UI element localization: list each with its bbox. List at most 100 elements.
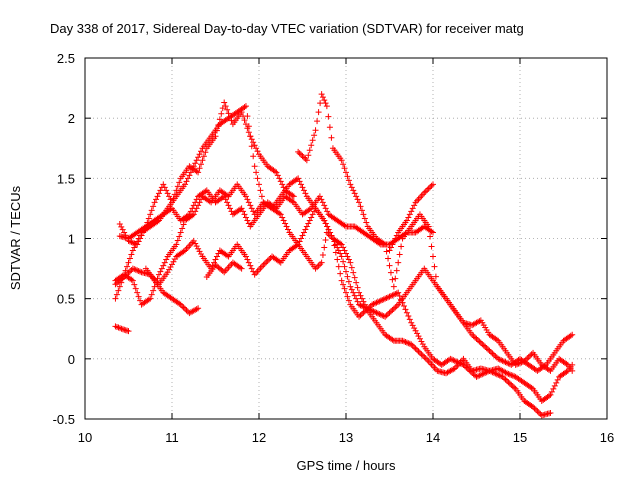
data-point: [385, 311, 392, 318]
data-point: [386, 309, 393, 316]
data-point: [411, 325, 418, 332]
data-point: [356, 199, 363, 206]
data-point: [167, 263, 174, 270]
data-point: [322, 205, 329, 212]
data-point: [345, 177, 352, 184]
data-point: [354, 298, 361, 305]
series-trace-4: [116, 187, 436, 248]
data-point: [358, 311, 365, 318]
data-point: [184, 212, 191, 219]
data-point: [154, 193, 161, 200]
y-axis-ticks: -0.5 0 0.5 1 1.5 2 2.5: [53, 51, 607, 427]
data-point: [193, 243, 200, 250]
data-point: [470, 333, 477, 340]
data-point: [348, 286, 355, 293]
data-point: [525, 354, 532, 361]
data-point: [347, 181, 354, 188]
data-point: [245, 220, 252, 227]
data-point: [421, 354, 428, 361]
data-point: [569, 331, 576, 338]
data-point: [348, 264, 355, 271]
data-point: [360, 298, 367, 305]
data-point: [405, 313, 412, 320]
data-point: [390, 291, 397, 298]
data-point: [160, 262, 167, 269]
data-point: [306, 217, 313, 224]
data-point: [474, 373, 481, 380]
data-point: [411, 202, 418, 209]
data-point: [412, 345, 419, 352]
data-point: [432, 273, 439, 280]
data-point: [344, 273, 351, 280]
data-point: [250, 208, 257, 215]
data-point: [383, 294, 390, 301]
data-point: [247, 262, 254, 269]
data-point: [527, 352, 534, 359]
data-point: [476, 372, 483, 379]
data-point: [195, 154, 202, 161]
data-point: [563, 360, 570, 367]
data-point: [392, 275, 399, 282]
y-tick-label: 1: [68, 232, 75, 247]
series-trace-10: [386, 181, 436, 254]
data-point: [343, 268, 349, 275]
data-point: [419, 352, 426, 359]
x-tick-label: 11: [165, 430, 179, 445]
data-point: [334, 244, 341, 251]
data-point: [322, 100, 329, 107]
data-point: [373, 299, 380, 306]
data-point: [389, 307, 396, 314]
data-point: [361, 215, 368, 222]
x-tick-label: 14: [426, 430, 440, 445]
x-axis-label: GPS time / hours: [297, 458, 396, 473]
data-point: [319, 94, 326, 101]
data-point: [382, 241, 389, 248]
data-point: [387, 244, 394, 251]
x-tick-label: 15: [513, 430, 527, 445]
data-point: [537, 410, 544, 417]
data-point: [341, 165, 348, 172]
data-point: [530, 403, 537, 410]
data-point: [186, 211, 193, 218]
data-point: [322, 237, 329, 244]
data-point: [402, 338, 409, 345]
data-point: [193, 157, 200, 164]
data-point: [485, 346, 492, 353]
series-trace-7: [112, 323, 132, 335]
data-point: [512, 361, 519, 368]
data-point: [418, 351, 425, 358]
data-point: [389, 292, 396, 299]
data-point: [312, 127, 319, 134]
data-point: [305, 220, 312, 227]
data-point: [245, 129, 252, 136]
data-point: [486, 347, 493, 354]
data-point: [395, 259, 402, 266]
data-point: [392, 235, 399, 242]
data-point: [238, 205, 245, 212]
data-point: [343, 250, 349, 257]
data-point: [164, 269, 171, 276]
data-point: [506, 380, 513, 387]
data-point: [174, 183, 181, 190]
data-point: [119, 272, 126, 279]
data-point: [222, 103, 229, 110]
data-point: [358, 295, 365, 302]
data-point: [298, 151, 305, 158]
data-point: [254, 148, 261, 155]
data-point: [382, 313, 389, 320]
data-point: [518, 359, 525, 366]
data-point: [193, 196, 200, 203]
data-point: [218, 110, 225, 117]
data-point: [132, 266, 139, 273]
data-point: [531, 405, 538, 412]
data-point: [474, 337, 481, 344]
data-point: [357, 203, 364, 210]
data-point: [193, 168, 200, 175]
data-point: [534, 408, 541, 415]
data-point: [399, 337, 406, 344]
data-point: [390, 238, 397, 245]
data-point: [261, 260, 268, 267]
data-point: [546, 392, 552, 399]
data-point: [354, 284, 361, 291]
data-point: [563, 368, 570, 375]
